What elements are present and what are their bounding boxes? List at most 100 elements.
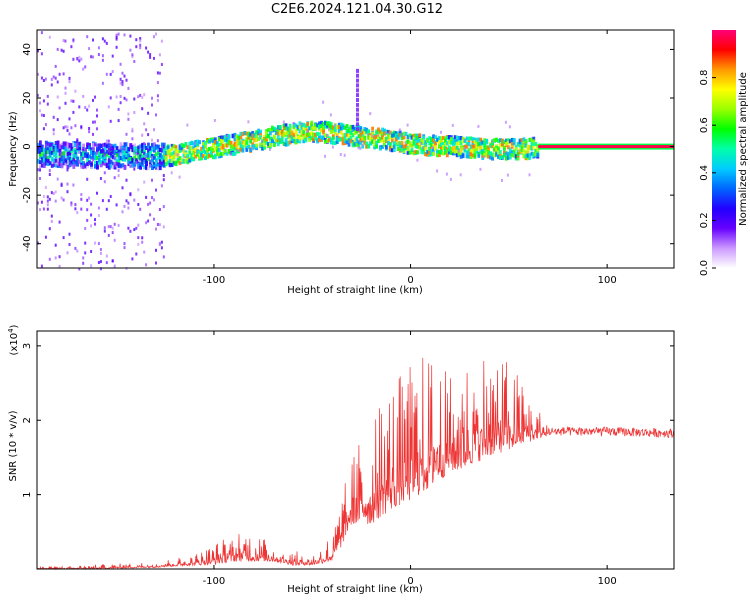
spectrogram-cell — [151, 142, 154, 147]
spectrogram-cell — [414, 137, 418, 142]
spectrogram-cell — [70, 203, 73, 207]
spectrogram-cell — [194, 141, 197, 145]
spectrogram-cell — [465, 141, 469, 146]
spectrogram-cell — [68, 151, 72, 156]
spectrogram-cell — [259, 142, 262, 147]
spectrogram-cell — [56, 47, 59, 51]
spectrogram-cell — [328, 124, 331, 128]
spectrogram-cell — [125, 199, 128, 203]
spectrogram-cell — [333, 123, 336, 127]
spectrogram-cell — [506, 140, 510, 145]
spectrogram-cell — [58, 264, 61, 268]
spectrogram-cell — [37, 93, 39, 97]
spectrogram-cell — [97, 146, 101, 151]
spectrogram-cell — [483, 141, 487, 146]
spectrogram-cell — [99, 163, 102, 167]
spectrogram-cell — [113, 238, 116, 242]
spectrogram-cell — [155, 152, 158, 157]
spectrogram-cell — [375, 144, 378, 149]
spectrogram-cell — [90, 55, 93, 59]
spectrogram-cell — [105, 149, 109, 154]
spectrogram-cell — [367, 132, 371, 137]
spectrogram-cell — [400, 144, 404, 149]
colorbar-gradient — [712, 30, 736, 268]
spectrogram-cell — [534, 152, 538, 157]
spectrogram-cell — [162, 142, 166, 147]
spectrogram-cell — [329, 122, 333, 127]
spectrogram-cell — [103, 161, 107, 166]
spectrogram-cell — [70, 160, 74, 165]
spectrogram-cell — [192, 146, 196, 151]
spectrogram-cell — [52, 75, 55, 79]
spectrogram-cell — [58, 154, 62, 159]
spectrogram-cell — [465, 136, 469, 141]
spectrogram-cell — [469, 149, 473, 154]
spectrogram-cell — [432, 134, 435, 139]
spectrogram-cell — [359, 140, 363, 145]
spectrogram-cell — [215, 148, 219, 152]
spectrogram-cell — [213, 153, 217, 158]
spectrogram-cell — [491, 140, 494, 144]
spectrogram-cell — [371, 126, 374, 131]
spectrogram-cell — [534, 148, 538, 153]
spectrogram-cell — [308, 132, 312, 137]
spectrogram-cell — [440, 142, 443, 147]
spectrogram-cell — [524, 141, 528, 146]
spectrogram-cell — [176, 159, 180, 164]
spectrogram-cell — [160, 184, 163, 188]
spectrogram-cell — [66, 142, 70, 147]
spectrogram-cell — [64, 91, 67, 95]
spectrogram-cell — [428, 136, 431, 141]
spectrogram-cell — [62, 198, 65, 202]
spectrogram-cell — [467, 154, 471, 159]
spectrogram-cell — [39, 208, 41, 212]
spectrogram-cell — [115, 95, 118, 99]
spectrogram-cell — [129, 229, 132, 233]
y-tick-label: -20 — [22, 187, 33, 203]
spectrogram-cell — [58, 162, 62, 167]
spectrogram-cell — [440, 136, 443, 141]
spectrogram-cell — [133, 150, 137, 155]
snr-y-label: SNR (10 * v/v) — [8, 410, 19, 481]
spectrogram-cell — [168, 159, 172, 163]
spectrogram-cell — [418, 138, 422, 143]
spectrogram-cell — [296, 135, 300, 140]
spectrogram-cell — [510, 141, 514, 146]
spectrogram-cell — [149, 55, 152, 59]
spectrogram-cell — [40, 159, 44, 164]
spectrogram-cell — [506, 173, 509, 177]
spectrogram-cell — [469, 145, 473, 150]
spectrogram-cell — [292, 139, 296, 143]
spectrogram-cell — [377, 136, 380, 141]
spectrogram-cell — [347, 128, 351, 133]
spectrogram-cell — [84, 163, 87, 168]
spectrogram-cell — [156, 151, 160, 156]
spectrogram-cell — [524, 150, 528, 155]
spectrogram-cell — [139, 93, 142, 97]
spectrogram-cell — [274, 138, 278, 143]
spectrogram-cell — [72, 157, 76, 162]
spectrogram-cell — [510, 138, 514, 142]
spectrogram-cell — [107, 233, 110, 237]
spectrogram-cell — [174, 162, 178, 167]
spectrogram-cell — [119, 95, 122, 98]
spectrogram-cell — [123, 157, 127, 162]
spectrogram-cell — [78, 150, 81, 154]
spectrogram-cell — [86, 35, 89, 39]
spectrogram-cell — [162, 225, 165, 229]
spectrogram-cell — [239, 135, 243, 140]
spectrogram-cell — [113, 264, 116, 268]
spectrogram-cell — [48, 197, 51, 201]
spectrogram-cell — [42, 147, 46, 152]
spectrogram-cell — [76, 57, 79, 61]
spectrogram-cell — [107, 143, 111, 148]
spectrogram-cell — [184, 142, 188, 147]
spectrogram-cell — [204, 150, 207, 155]
spectrogram-cell — [101, 162, 104, 166]
spectrogram-cell — [430, 152, 433, 157]
spectrogram-cell — [528, 153, 532, 158]
spectrogram-cell — [50, 77, 53, 81]
spectrogram-cell — [324, 120, 327, 125]
spectrogram-cell — [137, 164, 141, 169]
spectrogram-cell — [155, 227, 157, 231]
